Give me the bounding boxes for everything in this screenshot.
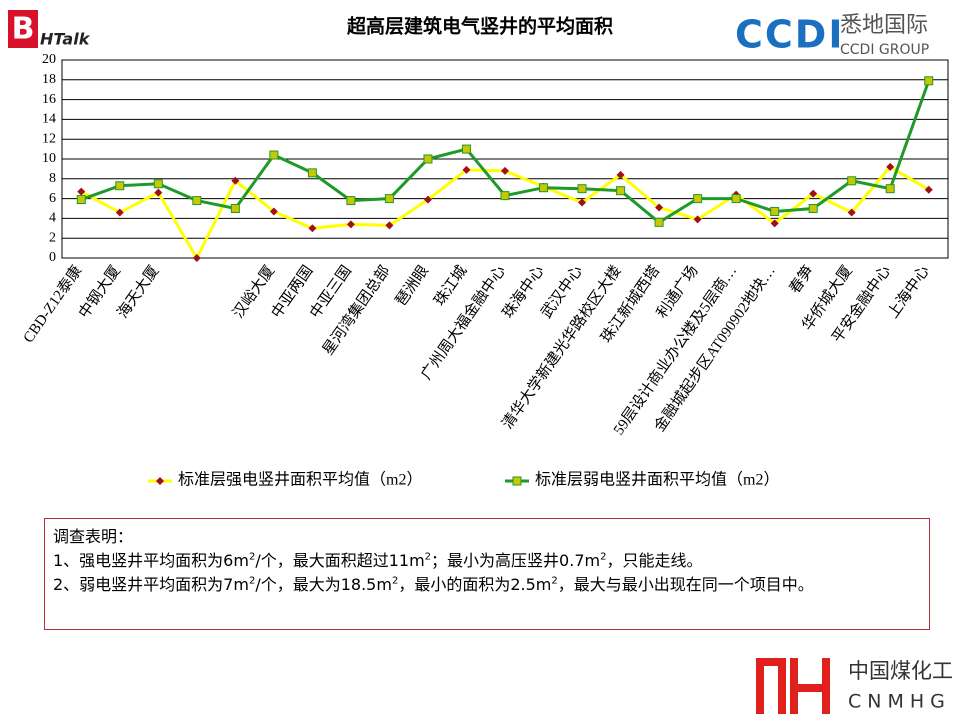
point-marker	[153, 179, 163, 189]
point-marker	[385, 221, 394, 230]
y-tick-label: 12	[42, 131, 56, 146]
y-tick-label: 20	[42, 52, 56, 67]
note-text: 2、弱电竖井平均面积为7m	[53, 575, 249, 594]
point-marker	[308, 224, 317, 233]
note-text: ，只能走线。	[606, 551, 703, 570]
note-line: 1、强电竖井平均面积为6m2/个，最大面积超过11m2；最小为高压竖井0.7m2…	[53, 549, 921, 573]
point-marker	[231, 176, 240, 185]
bhtalk-logo: HTalk	[40, 30, 91, 49]
point-marker	[847, 208, 856, 217]
note-text: ，最小的面积为2.5m	[398, 575, 552, 594]
point-marker	[230, 204, 240, 213]
note-superscript: 2	[391, 575, 399, 587]
note-superscript: 2	[424, 551, 432, 563]
y-tick-label: 8	[49, 171, 56, 186]
legend-label: 标准层弱电竖井面积平均值（m2）	[535, 471, 779, 489]
y-tick-label: 6	[49, 191, 56, 206]
point-marker	[307, 168, 317, 178]
point-marker	[539, 183, 549, 193]
note-text: ；最小为高压竖井0.7m	[431, 551, 601, 570]
y-tick-label: 14	[42, 112, 56, 127]
point-marker	[578, 198, 587, 207]
point-marker	[462, 165, 471, 174]
cnmhg-mark	[756, 658, 830, 714]
cnmhg-en: CNMHG	[848, 691, 951, 713]
x-tick-label: 琶洲眼	[393, 263, 432, 309]
note-text: ，最大与最小出现在同一个项目中。	[557, 575, 814, 594]
point-marker	[115, 181, 125, 191]
legend-marker	[512, 476, 522, 486]
ccdi-en: CCDI GROUP	[840, 42, 929, 58]
y-tick-label: 18	[42, 72, 56, 87]
notes-lines: 1、强电竖井平均面积为6m2/个，最大面积超过11m2；最小为高压竖井0.7m2…	[53, 549, 921, 597]
y-tick-label: 10	[42, 151, 56, 166]
point-marker	[346, 196, 356, 206]
point-marker	[461, 144, 471, 154]
x-tick-label: 珠江城	[431, 263, 471, 310]
y-tick-label: 2	[49, 230, 56, 245]
point-marker	[924, 185, 933, 194]
note-superscript: 2	[551, 575, 558, 587]
notes-heading: 调查表明：	[53, 527, 134, 546]
point-marker	[192, 254, 201, 262]
point-marker	[346, 220, 355, 229]
point-marker	[655, 203, 664, 212]
legend-label: 标准层强电竖井面积平均值（m2）	[178, 471, 422, 489]
x-tick-label: 星河湾集团总部	[319, 263, 393, 359]
point-marker	[577, 184, 587, 194]
point-marker	[616, 186, 626, 196]
point-marker	[423, 195, 432, 204]
x-tick-label: CBD-Z12泰康	[20, 263, 86, 346]
point-marker	[809, 189, 818, 198]
point-marker	[269, 150, 279, 160]
point-marker	[154, 188, 163, 197]
note-text: /个，最大面积超过11m	[255, 551, 425, 570]
point-marker	[654, 217, 664, 227]
y-tick-label: 4	[49, 211, 56, 226]
point-marker	[924, 76, 934, 86]
note-superscript: 2	[600, 551, 607, 563]
x-tick-label: 春笋	[786, 263, 817, 297]
point-marker	[808, 204, 818, 213]
note-text: 1、强电竖井平均面积为6m	[53, 551, 249, 570]
point-marker	[770, 206, 780, 216]
y-tick-label: 0	[49, 250, 56, 265]
note-superscript: 2	[248, 575, 256, 587]
point-marker	[693, 194, 703, 204]
bhtalk-initial: B	[12, 12, 35, 47]
point-marker	[731, 194, 741, 204]
point-marker	[770, 219, 779, 228]
point-marker	[886, 162, 895, 171]
point-marker	[500, 191, 510, 201]
note-text: /个，最大为18.5m	[255, 575, 392, 594]
legend-marker	[156, 477, 164, 485]
point-marker	[384, 194, 394, 204]
notes-box: 调查表明： 1、强电竖井平均面积为6m2/个，最大面积超过11m2；最小为高压竖…	[44, 518, 930, 630]
point-marker	[885, 184, 895, 194]
point-marker	[501, 166, 509, 175]
note-superscript: 2	[248, 551, 256, 563]
point-marker	[616, 170, 625, 179]
point-marker	[76, 195, 86, 205]
point-marker	[423, 154, 433, 164]
ccdi-cn: 悉地国际	[840, 13, 928, 38]
ccdi-logo: CCDI	[735, 13, 844, 57]
note-line: 2、弱电竖井平均面积为7m2/个，最大为18.5m2，最小的面积为2.5m2，最…	[53, 573, 921, 597]
chart-title: 超高层建筑电气竖井的平均面积	[346, 14, 613, 37]
point-marker	[115, 208, 124, 217]
bhtalk-logo-box	[8, 10, 38, 48]
point-marker	[77, 187, 86, 196]
series-line	[80, 164, 930, 262]
cnmhg-cn: 中国煤化工	[848, 659, 953, 683]
y-tick-label: 16	[42, 92, 56, 107]
point-marker	[693, 215, 702, 224]
point-marker	[847, 176, 857, 186]
point-marker	[269, 207, 278, 216]
point-marker	[192, 196, 202, 206]
